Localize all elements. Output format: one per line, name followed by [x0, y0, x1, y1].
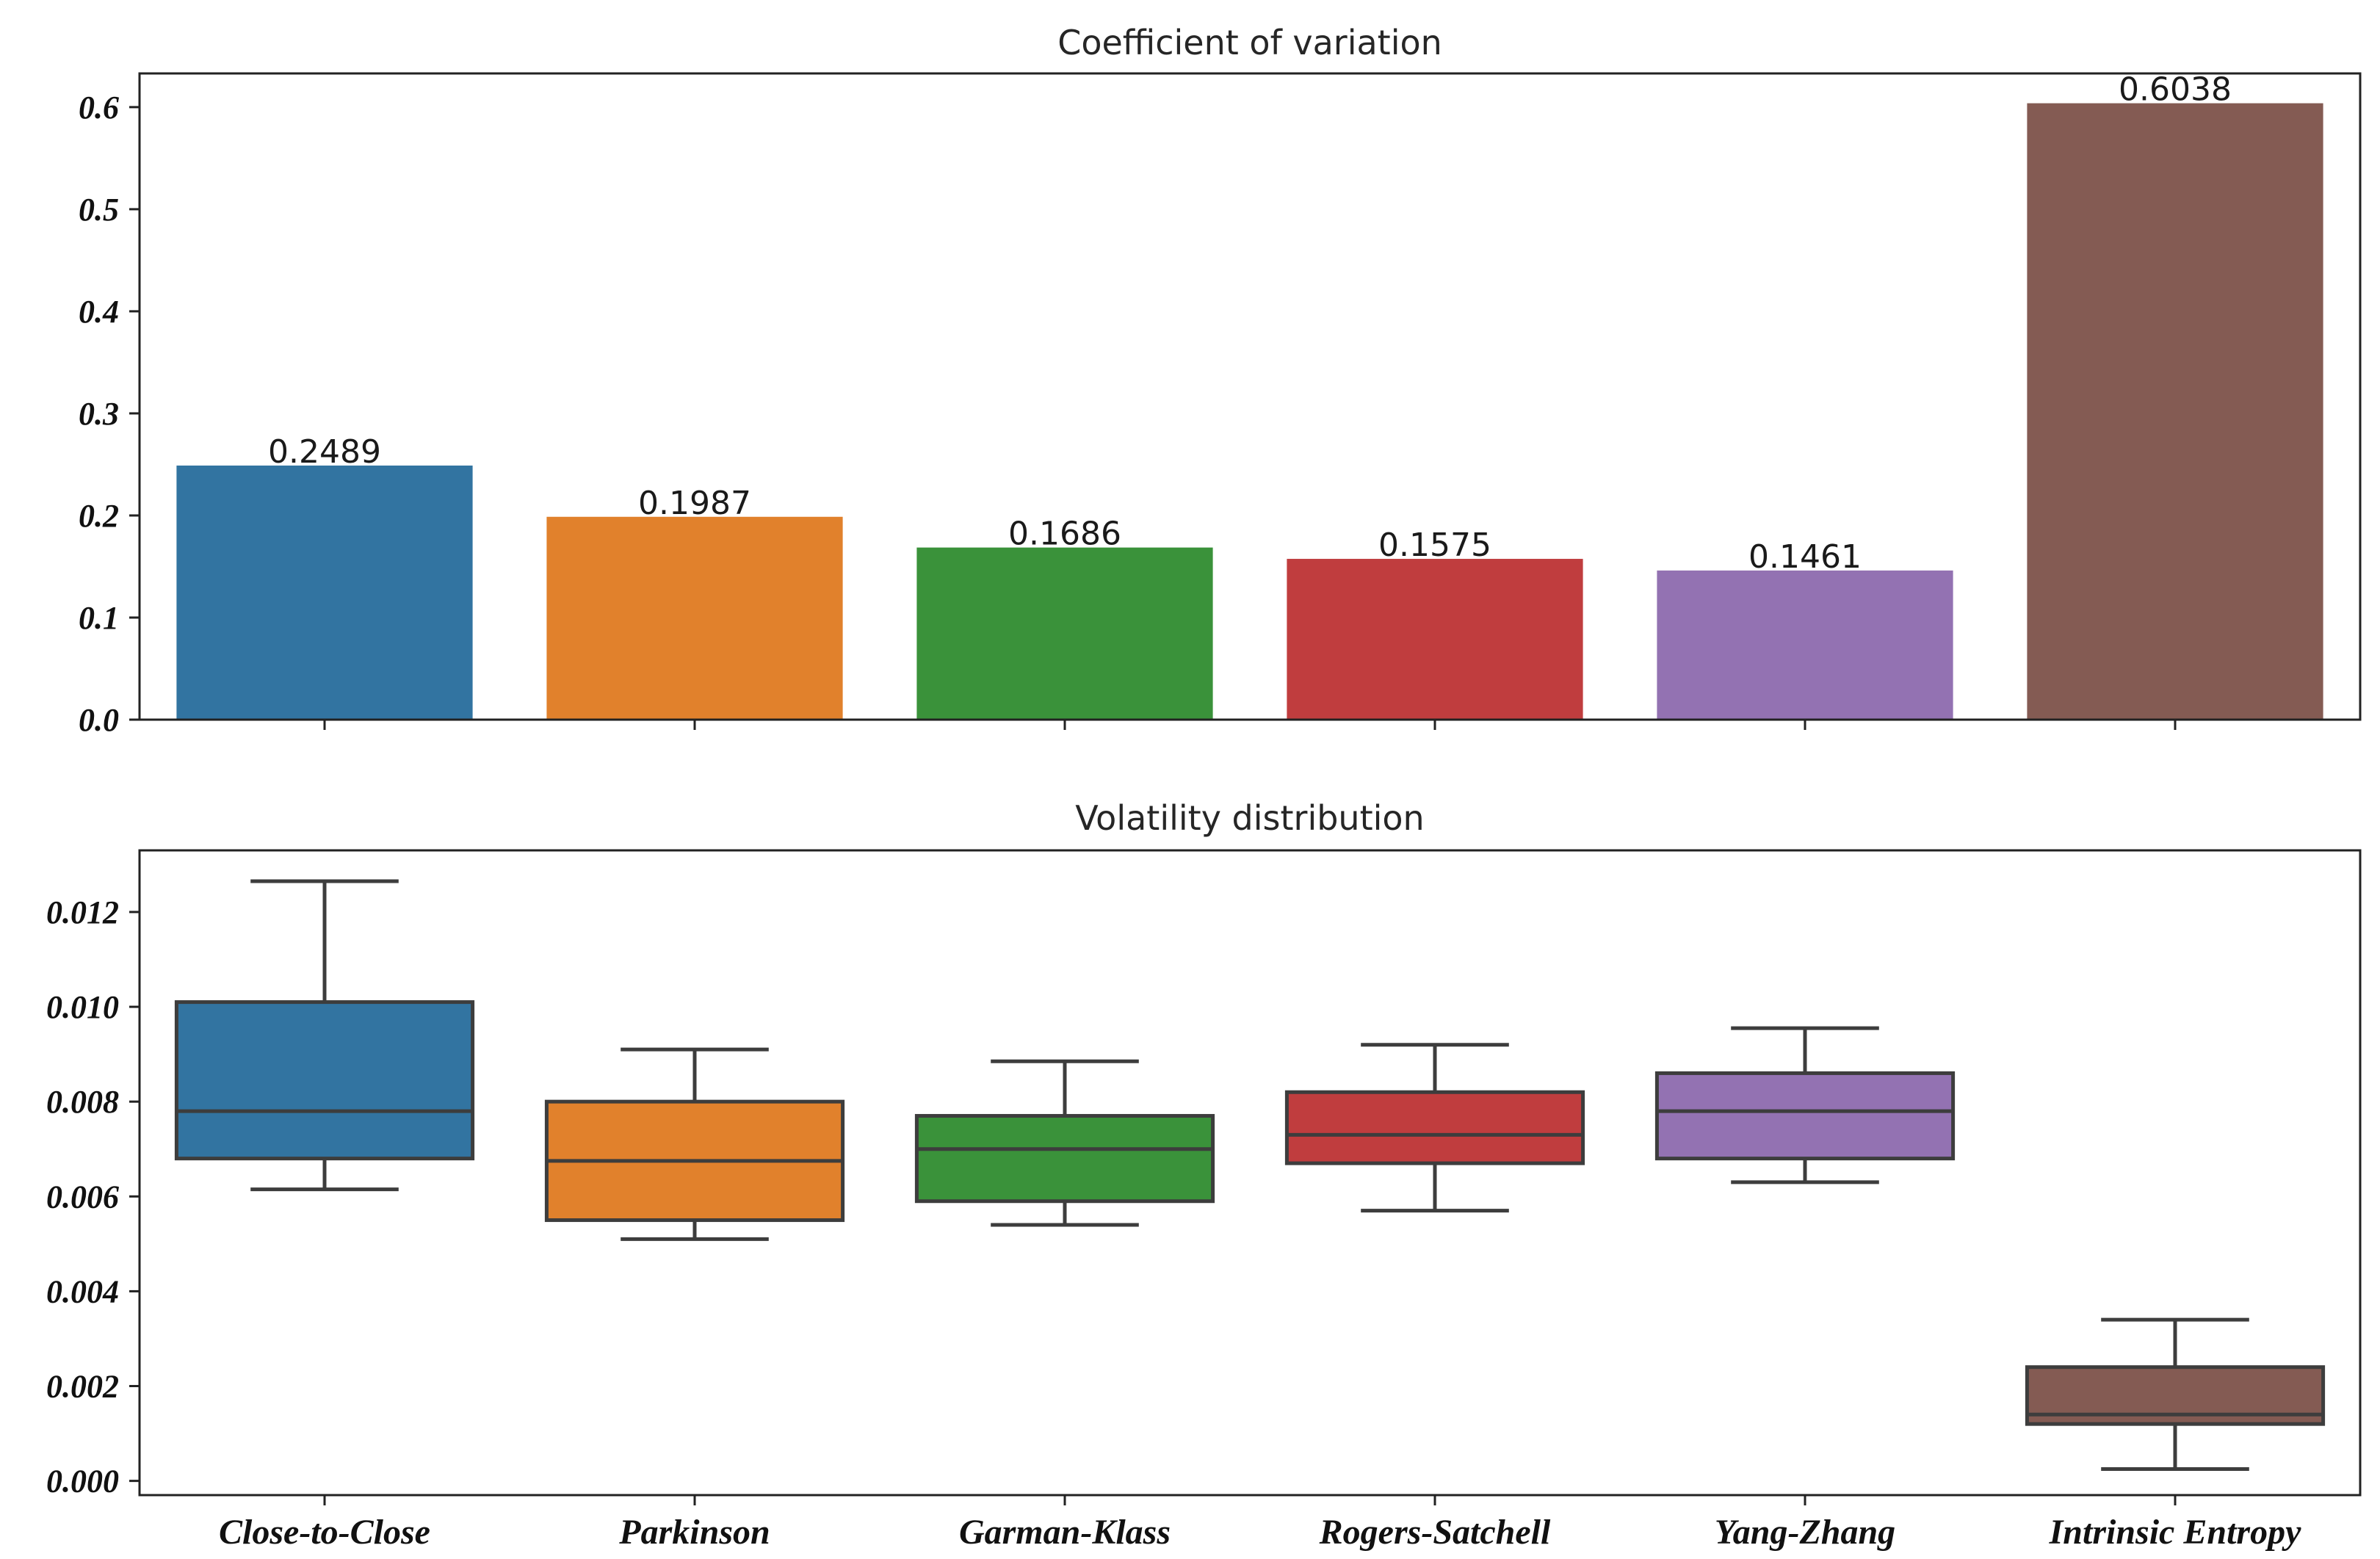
bar-close-to-close	[176, 465, 473, 720]
bar-y-tick-label: 0.6	[79, 90, 119, 126]
box-y-tick-label: 0.000	[46, 1464, 119, 1500]
box-iqr-rect	[1654, 1071, 1956, 1161]
box-y-tick-label: 0.010	[46, 989, 119, 1025]
box-chart-plot-frame	[138, 849, 2362, 1497]
bar-chart-title: Coefficient of variation	[1057, 23, 1442, 62]
bar-y-tick-label: 0.3	[79, 396, 119, 432]
bar-y-tick-label: 0.5	[79, 192, 119, 228]
bar-rogers-satchell	[1287, 559, 1583, 720]
bar-y-tick-label: 0.2	[79, 498, 119, 534]
x-tick-label-yang-zhang: Yang-Zhang	[1715, 1513, 1895, 1552]
box-y-tick-label: 0.004	[46, 1273, 119, 1309]
bar-chart-plot-frame	[138, 72, 2362, 721]
box-close-to-close	[174, 879, 475, 1192]
bar-intrinsic-entropy	[2027, 103, 2323, 720]
box-iqr-rect	[1284, 1090, 1585, 1165]
bar-chart-y-axis: 0.0 0.1 0.2 0.3 0.4 0.5 0.6	[79, 90, 140, 738]
bar-chart-data-labels: 0.2489 0.1987 0.1686 0.1575 0.1461 0.6038	[268, 71, 2232, 576]
box-iqr-rect	[174, 1000, 475, 1161]
box-chart-title: Volatility distribution	[1075, 798, 1424, 838]
bar-parkinson	[546, 516, 843, 720]
box-iqr-rect	[914, 1114, 1215, 1204]
bar-value-label-rogers-satchell: 0.1575	[1378, 527, 1491, 564]
box-yang-zhang	[1654, 1026, 1956, 1184]
x-tick-label-garman-klass: Garman-Klass	[959, 1513, 1171, 1552]
box-rogers-satchell	[1284, 1043, 1585, 1213]
box-y-tick-label: 0.008	[46, 1084, 119, 1120]
x-tick-label-parkinson: Parkinson	[618, 1513, 770, 1552]
box-chart-y-axis: 0.000 0.002 0.004 0.006 0.008 0.010 0.012	[46, 894, 140, 1500]
box-garman-klass	[914, 1059, 1215, 1227]
bar-value-label-yang-zhang: 0.1461	[1748, 538, 1862, 576]
bar-y-tick-label: 0.4	[79, 294, 119, 330]
bar-y-tick-label: 0.1	[79, 600, 119, 636]
x-tick-label-rogers-satchell: Rogers-Satchell	[1319, 1513, 1551, 1552]
x-tick-label-close-to-close: Close-to-Close	[219, 1513, 430, 1552]
bar-value-label-garman-klass: 0.1686	[1008, 516, 1121, 553]
x-tick-label-intrinsic-entropy: Intrinsic Entropy	[2049, 1513, 2301, 1552]
box-chart-x-axis: Close-to-Close Parkinson Garman-Klass Roger…	[219, 1495, 2301, 1552]
bar-value-label-intrinsic-entropy: 0.6038	[2119, 71, 2232, 109]
bar-garman-klass	[916, 547, 1213, 720]
bar-chart-bars	[176, 103, 2323, 720]
box-chart-volatility-distribution: Volatility distribution 0.0000.0020.0040…	[46, 798, 2362, 1552]
box-y-tick-label: 0.002	[46, 1369, 119, 1405]
bar-y-tick-label: 0.0	[79, 702, 119, 738]
box-y-tick-label: 0.006	[46, 1179, 119, 1215]
bar-chart-coefficient-of-variation: Coefficient of variation 0.0 0.1 0.2 0.3 0.4…	[79, 23, 2362, 738]
bar-chart-x-axis	[323, 720, 2177, 730]
bar-value-label-parkinson: 0.1987	[638, 485, 751, 522]
bar-yang-zhang	[1657, 570, 1953, 720]
box-parkinson	[544, 1047, 845, 1241]
box-intrinsic-entropy	[2025, 1317, 2326, 1471]
box-y-tick-label: 0.012	[46, 894, 119, 930]
bar-value-label-close-to-close: 0.2489	[268, 433, 381, 471]
box-chart-boxes	[174, 879, 2326, 1471]
